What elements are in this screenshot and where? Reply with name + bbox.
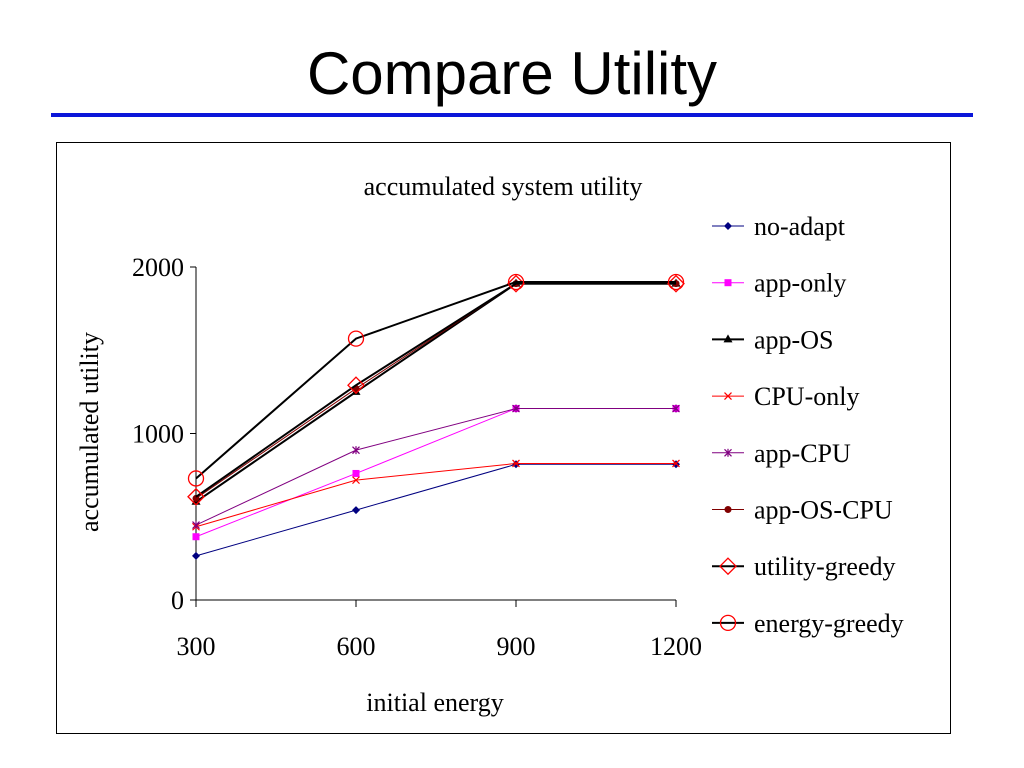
legend-label: app-OS: [754, 325, 833, 354]
data-point-energy-greedy: [667, 273, 685, 291]
slide-title: Compare Utility: [306, 40, 718, 107]
chart-title: accumulated system utility: [364, 172, 643, 201]
legend-marker-stroke: [724, 392, 732, 401]
series-line-app-cpu: [195, 408, 676, 526]
data-point-energy-greedy: [507, 273, 525, 291]
data-point-cpu-only-stroke: [512, 459, 520, 468]
legend-marker: [723, 334, 733, 343]
x-tick-label: 300: [177, 632, 216, 661]
data-point-app-cpu: [352, 446, 360, 455]
legend-label: app-CPU: [754, 439, 851, 468]
series-app-cpu: [192, 404, 680, 530]
data-point-cpu-only: [352, 476, 360, 485]
data-point-utility-greedy: [507, 274, 525, 293]
data-point-cpu-only-stroke: [352, 476, 360, 485]
data-point-cpu-only: [672, 459, 680, 468]
x-axis-label: initial energy: [366, 688, 503, 717]
legend-item-energy-greedy: energy-greedy: [712, 609, 904, 638]
data-point-app-cpu: [192, 521, 200, 530]
legend-label: energy-greedy: [754, 609, 904, 638]
data-point-app-only: [192, 533, 200, 541]
legend-label: app-OS-CPU: [754, 496, 893, 525]
data-point-cpu-only: [512, 459, 520, 468]
series-cpu-only: [192, 459, 680, 531]
series-app-only: [192, 405, 680, 541]
data-point-utility-greedy: [187, 487, 205, 506]
data-point-app-only: [352, 469, 360, 477]
series-line-app-only: [195, 408, 676, 538]
x-tick-label: 1200: [650, 632, 702, 661]
chart-frame: [56, 142, 951, 734]
data-point-app-cpu: [512, 404, 520, 413]
legend-item-app-os-cpu: app-OS-CPU: [712, 496, 893, 525]
legend-item-app-cpu: app-CPU: [712, 439, 851, 468]
data-point-utility-greedy: [667, 274, 685, 293]
data-point-energy-greedy: [187, 470, 205, 487]
legend-marker: [719, 614, 737, 632]
y-axis-label: accumulated utility: [75, 332, 104, 532]
legend-item-app-os: app-OS: [712, 325, 833, 354]
series-line-app-os: [195, 282, 676, 503]
legend-marker: [724, 279, 732, 287]
legend-marker: [719, 557, 737, 576]
y-tick-label: 2000: [132, 253, 184, 282]
data-point-utility-greedy: [347, 376, 365, 395]
series-line-energy-greedy: [195, 280, 676, 480]
data-point-no-adapt: [192, 551, 200, 560]
series-energy-greedy: [187, 273, 685, 487]
legend-item-no-adapt: no-adapt: [712, 212, 846, 241]
legend-marker: [724, 506, 732, 513]
series-line-cpu-only: [195, 462, 676, 528]
x-tick-label: 600: [337, 632, 376, 661]
legend-item-utility-greedy: utility-greedy: [712, 552, 896, 581]
legend-label: CPU-only: [754, 382, 859, 411]
y-tick-label: 0: [171, 586, 184, 615]
data-point-cpu-only-stroke: [672, 459, 680, 468]
series-no-adapt: [192, 460, 680, 560]
x-tick-label: 900: [497, 632, 536, 661]
title-divider: [51, 113, 973, 117]
legend-label: utility-greedy: [754, 552, 896, 581]
legend-label: no-adapt: [754, 212, 846, 241]
legend-marker: [724, 222, 732, 230]
data-point-energy-greedy: [347, 330, 365, 347]
series-line-utility-greedy: [195, 282, 676, 498]
legend-marker: [724, 392, 732, 401]
legend-marker: [724, 448, 732, 457]
series-app-os-cpu: [192, 280, 680, 502]
series-line-app-os-cpu: [195, 283, 676, 499]
series-utility-greedy: [187, 274, 685, 506]
data-point-no-adapt: [352, 506, 360, 515]
legend-item-app-only: app-only: [712, 269, 846, 298]
y-tick-label: 1000: [132, 420, 184, 449]
series-line-no-adapt: [195, 463, 676, 557]
series-app-os: [191, 278, 681, 505]
legend-label: app-only: [754, 269, 846, 298]
data-point-app-cpu: [672, 404, 680, 413]
legend-item-cpu-only: CPU-only: [712, 382, 859, 411]
